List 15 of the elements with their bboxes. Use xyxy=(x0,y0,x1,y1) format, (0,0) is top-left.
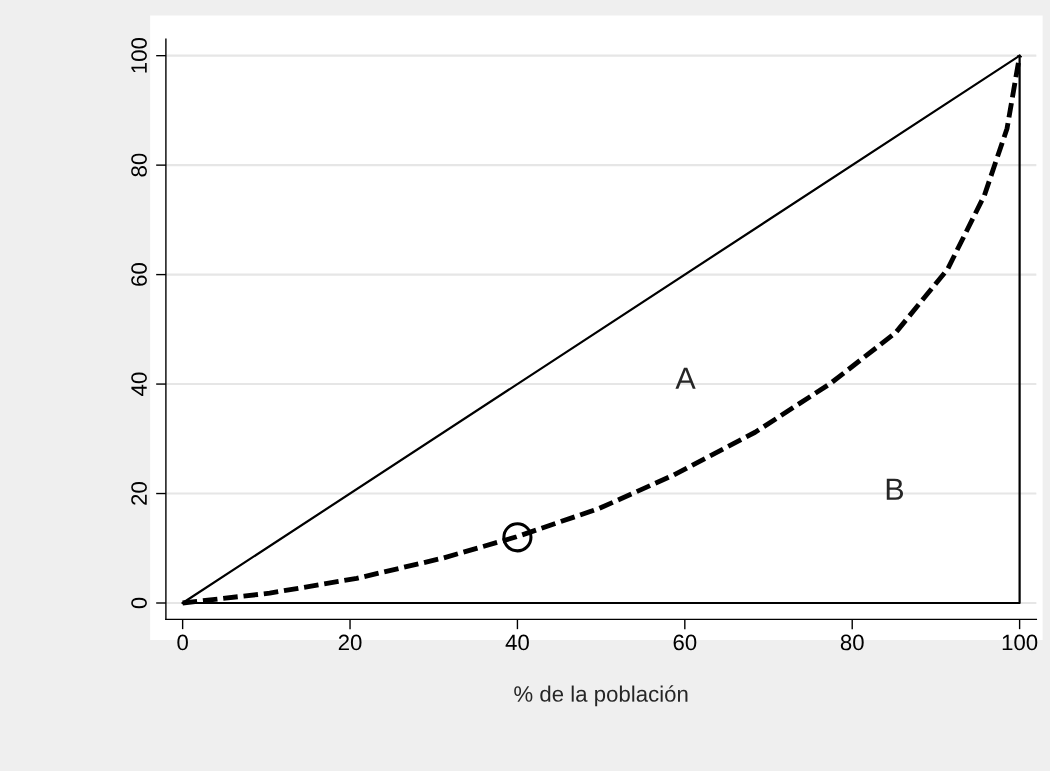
y-tick-label: 60 xyxy=(131,263,147,286)
x-axis-title: % de la población xyxy=(514,685,688,707)
x-tick-label: 20 xyxy=(338,634,362,651)
x-tick-label: 0 xyxy=(177,634,188,651)
y-tick-label: 100 xyxy=(131,37,147,73)
x-tick-label: 100 xyxy=(1002,634,1038,651)
y-tick-label: 40 xyxy=(131,372,147,396)
x-tick-label: 40 xyxy=(505,634,529,651)
annotation: A xyxy=(675,367,696,389)
x-tick-label: 60 xyxy=(673,634,697,651)
x-tick-label: 80 xyxy=(840,634,864,651)
y-tick-label: 0 xyxy=(131,597,147,609)
y-tick-label: 80 xyxy=(131,153,147,177)
annotation: B xyxy=(886,478,904,500)
y-tick-label: 20 xyxy=(131,482,147,505)
